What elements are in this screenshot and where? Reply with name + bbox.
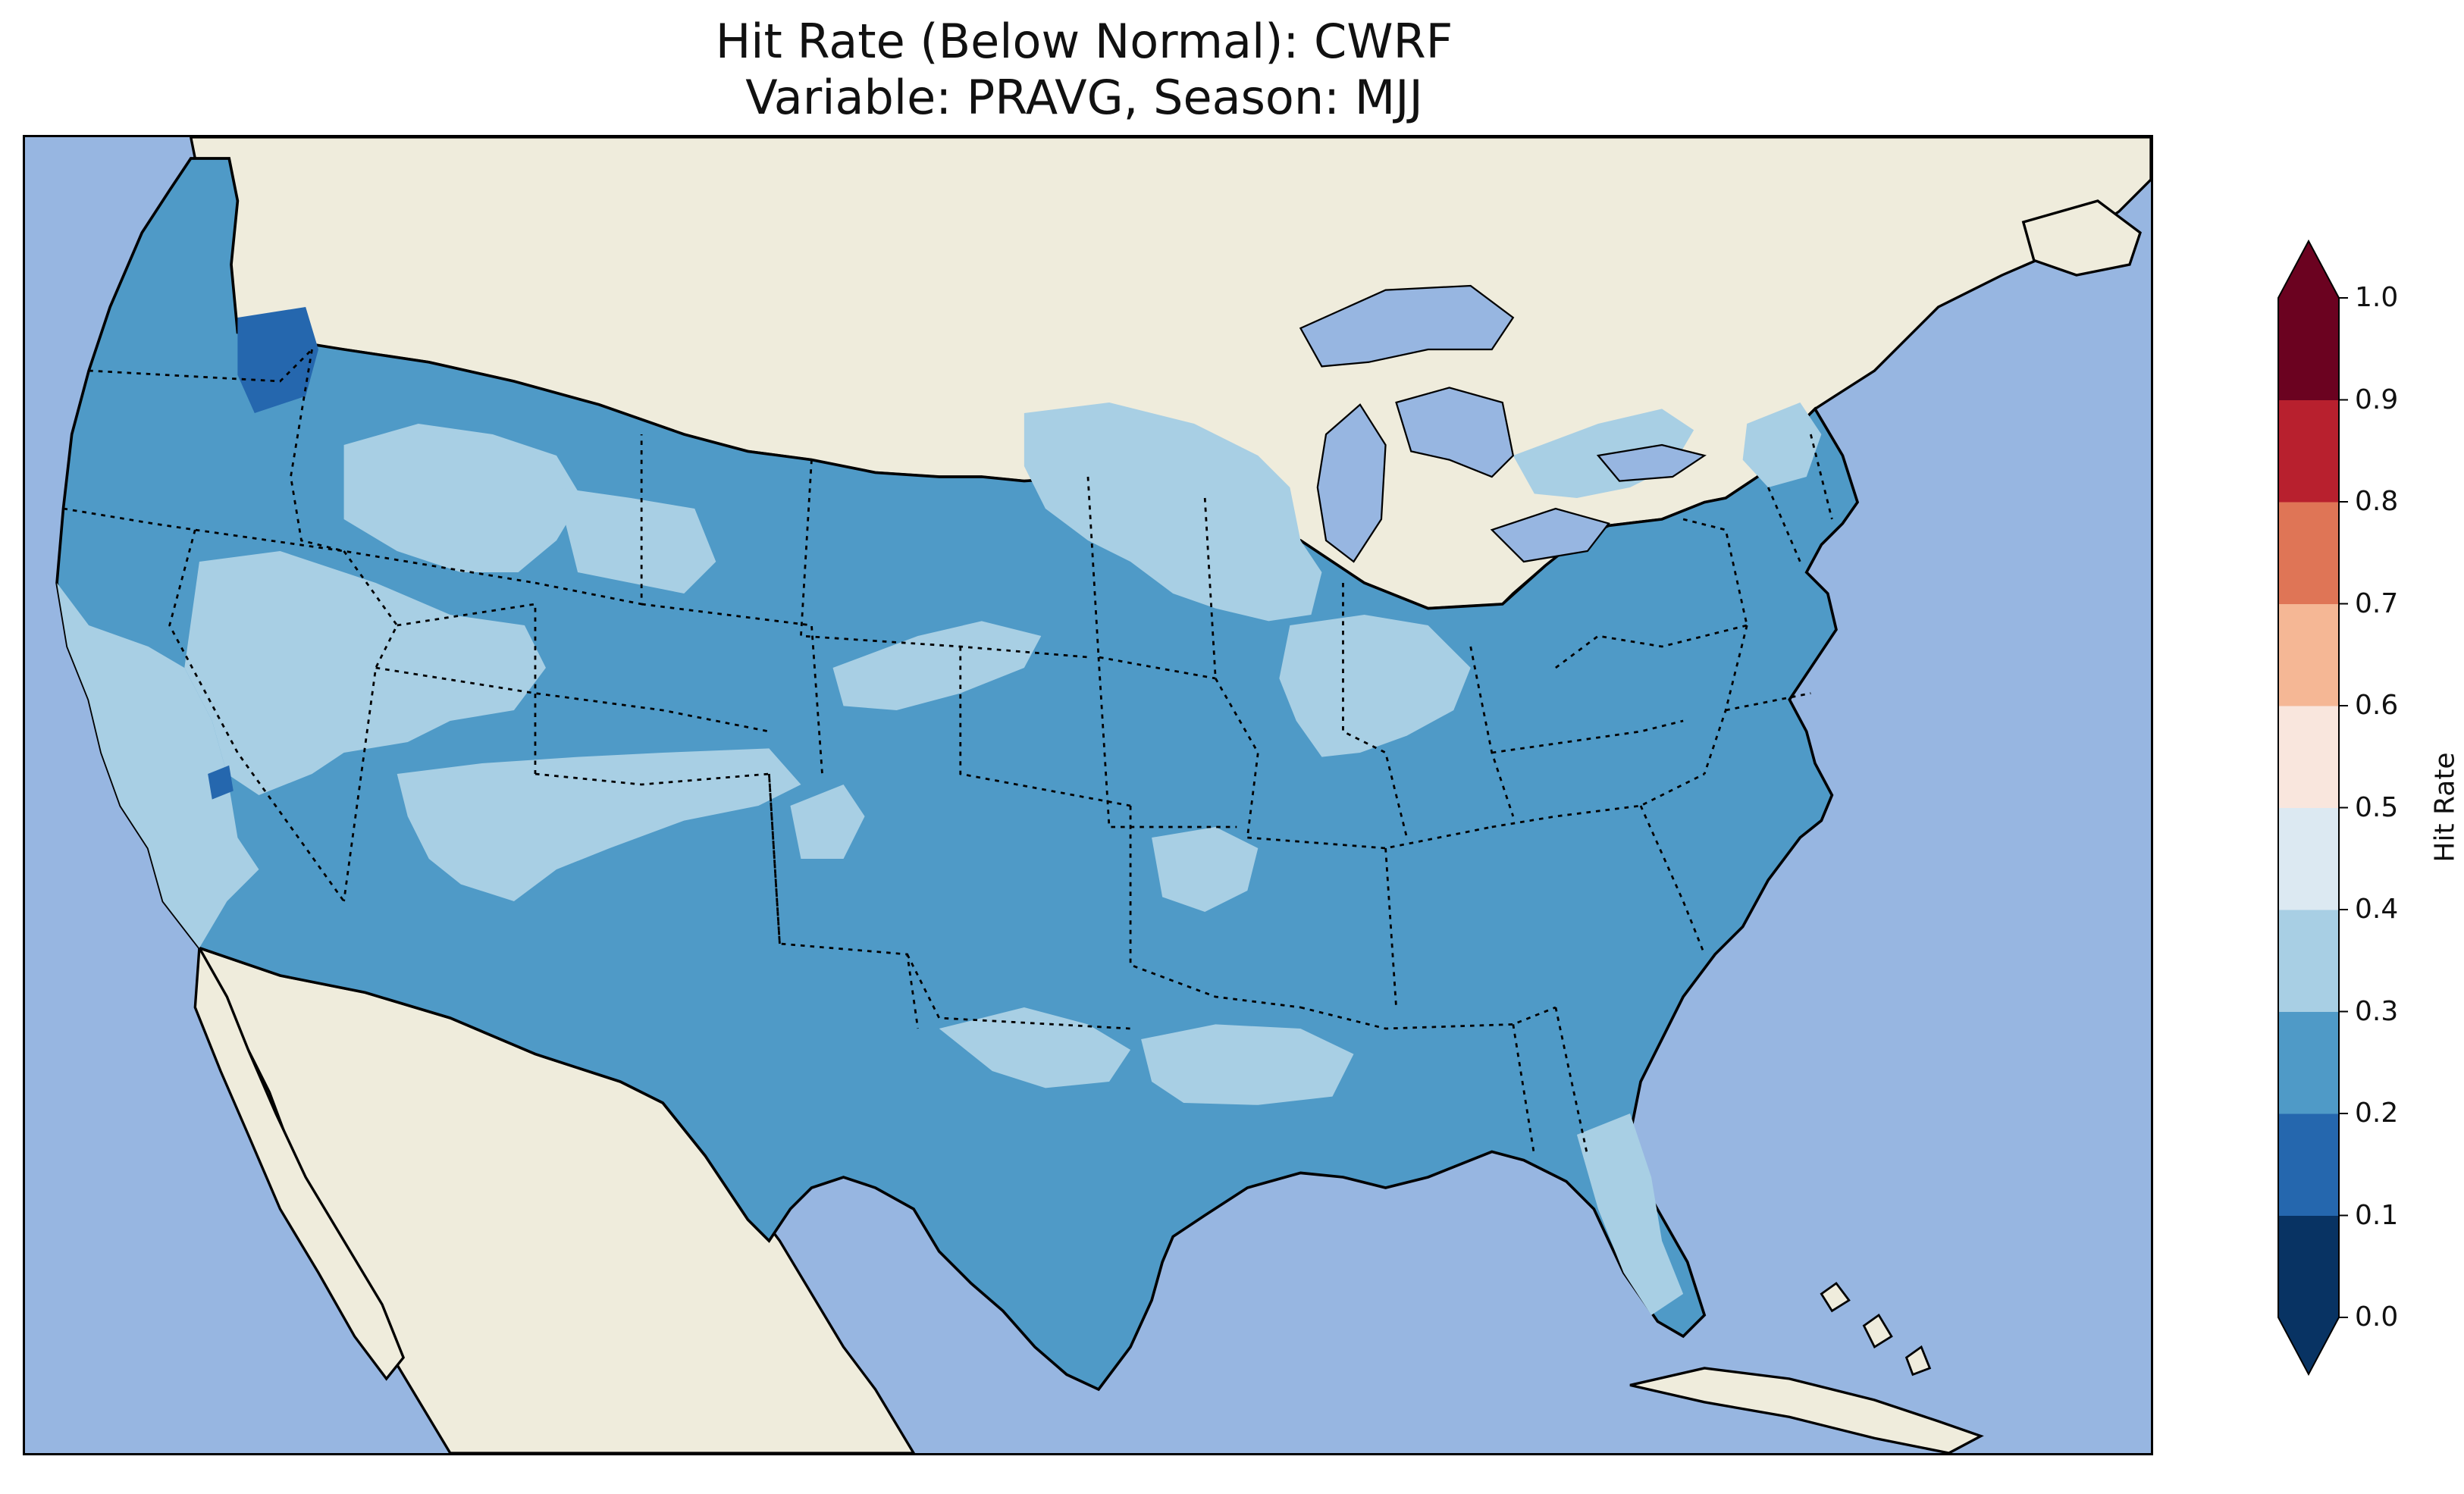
map-canvas xyxy=(25,137,2151,1453)
colorbar-tick-label: 0.3 xyxy=(2355,995,2399,1027)
baja-land xyxy=(193,943,406,1381)
maritimes-land xyxy=(2021,199,2142,277)
colorbar-label: Hit Rate xyxy=(2429,752,2461,863)
state-borders xyxy=(63,349,1833,1157)
hit-rate-bin-0.1-0.2-regions xyxy=(208,307,318,800)
colorbar-bin-0.7-0.8 xyxy=(2278,502,2339,604)
colorbar-bin-0.3-0.4 xyxy=(2278,910,2339,1012)
colorbar-bin-0.0-0.1 xyxy=(2278,1215,2339,1318)
colorbar-bin-0.8-0.9 xyxy=(2278,399,2339,503)
colorbar-bin-0.6-0.7 xyxy=(2278,603,2339,706)
colorbar-tick-label: 0.5 xyxy=(2355,791,2399,823)
colorbar-extend-min xyxy=(2278,1317,2339,1374)
hit-rate-bin-0.3-0.4-regions xyxy=(57,402,1822,1315)
cuba-land xyxy=(1629,1367,1984,1453)
colorbar xyxy=(2277,239,2348,1377)
colorbar-graphic xyxy=(2277,239,2348,1377)
colorbar-bin-0.4-0.5 xyxy=(2278,807,2339,910)
colorbar-tick-label: 0.0 xyxy=(2355,1301,2399,1333)
great-lakes xyxy=(1299,284,1707,563)
colorbar-tick-label: 0.6 xyxy=(2355,690,2399,721)
colorbar-tick-label: 1.0 xyxy=(2355,282,2399,313)
colorbar-tick-label: 0.4 xyxy=(2355,894,2399,925)
chart-title-line2: Variable: PRAVG, Season: MJJ xyxy=(745,70,1423,125)
colorbar-bin-0.5-0.6 xyxy=(2278,706,2339,808)
chart-title-line1: Hit Rate (Below Normal): CWRF xyxy=(715,14,1453,69)
colorbar-bin-0.1-0.2 xyxy=(2278,1113,2339,1216)
map-panel xyxy=(23,135,2153,1455)
colorbar-extend-max xyxy=(2278,241,2339,298)
colorbar-bin-0.9-1.0 xyxy=(2278,298,2339,400)
colorbar-tick-label: 0.9 xyxy=(2355,384,2399,415)
colorbar-bin-0.2-0.3 xyxy=(2278,1011,2339,1114)
colorbar-tick-label: 0.2 xyxy=(2355,1098,2399,1129)
bahamas-land xyxy=(1820,1282,1932,1377)
colorbar-tick-label: 0.8 xyxy=(2355,486,2399,517)
colorbar-tick-label: 0.1 xyxy=(2355,1199,2399,1231)
colorbar-tick-label: 0.7 xyxy=(2355,587,2399,619)
